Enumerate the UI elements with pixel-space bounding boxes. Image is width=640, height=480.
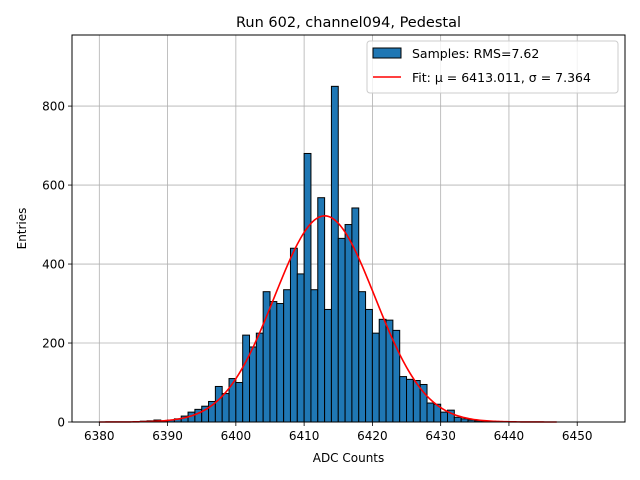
histogram-bar [344, 224, 353, 423]
fit-curve-group [99, 215, 557, 423]
histogram-bar [317, 197, 326, 423]
histogram-bar [289, 247, 298, 423]
histogram-bar [221, 393, 230, 423]
histogram-bar [242, 334, 251, 423]
y-tick-label: 0 [57, 416, 65, 430]
histogram-bar [392, 329, 401, 423]
histogram-bar [351, 207, 360, 423]
x-axis-label: ADC Counts [313, 451, 385, 465]
histogram-bar [453, 416, 462, 423]
histogram-bar [269, 301, 278, 423]
y-axis-label: Entries [15, 208, 29, 250]
legend: Samples: RMS=7.62 Fit: μ = 6413.011, σ =… [366, 40, 619, 94]
x-tick-label: 6410 [289, 429, 320, 443]
y-tick-label: 600 [42, 179, 65, 193]
legend-box [366, 40, 619, 94]
histogram-bar [276, 303, 285, 423]
x-tick-label: 6430 [425, 429, 456, 443]
fit-curve [99, 215, 557, 423]
histogram-bar [385, 319, 394, 423]
legend-samples-label: Samples: RMS=7.62 [412, 46, 539, 61]
histogram-bar [324, 308, 332, 423]
x-tick-label: 6440 [494, 429, 525, 443]
histogram-bar [255, 332, 264, 423]
x-tick-label: 6420 [357, 429, 388, 443]
histogram-bar [371, 332, 380, 423]
histogram-bar [330, 85, 339, 423]
histogram-bar [426, 402, 435, 423]
histogram-bar [310, 289, 319, 423]
x-tick-label: 6380 [84, 429, 115, 443]
histogram-bar [440, 411, 449, 423]
histogram-bar [228, 378, 237, 423]
histogram-bar [235, 382, 244, 423]
histogram-bar [214, 385, 223, 423]
histogram-bar [337, 237, 346, 423]
y-tick-label: 400 [42, 258, 65, 272]
plot-frame [71, 34, 626, 423]
histogram-bars [139, 85, 503, 423]
x-tick-label: 6390 [152, 429, 183, 443]
histogram-bar [358, 291, 367, 423]
legend-fit-label: Fit: μ = 6413.011, σ = 7.364 [412, 70, 591, 85]
histogram-bar [406, 378, 414, 423]
x-tick-label: 6450 [562, 429, 593, 443]
histogram-bar [249, 346, 257, 423]
histogram-bar [283, 289, 291, 423]
histogram-bar [399, 376, 408, 423]
y-tick-label: 200 [42, 337, 65, 351]
y-tick-label: 800 [42, 100, 65, 114]
histogram-bar [303, 152, 312, 423]
legend-samples-swatch [372, 47, 402, 59]
x-tick-label: 6400 [221, 429, 252, 443]
histogram-bar [378, 318, 387, 423]
x-axis-ticks: 6380 6390 6400 6410 6420 6430 6440 6450 [84, 422, 592, 443]
y-axis-ticks: 0 200 400 600 800 [42, 100, 72, 430]
chart-title: Run 602, channel094, Pedestal [236, 15, 461, 31]
histogram-bar [365, 308, 373, 423]
histogram-bar [296, 273, 305, 423]
